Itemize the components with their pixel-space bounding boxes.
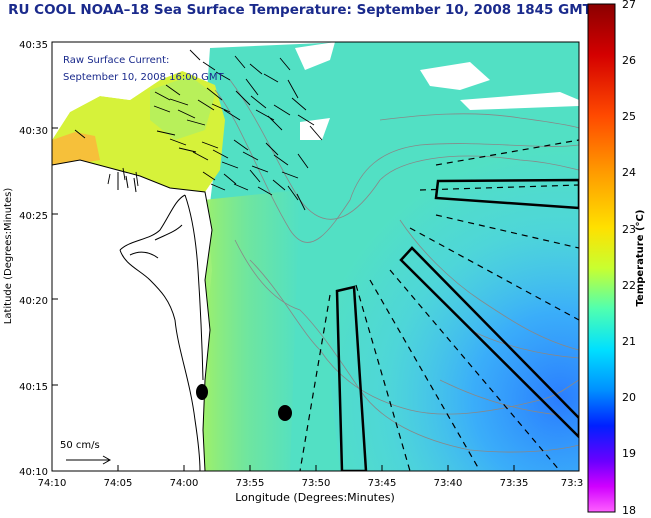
y-tick-label: 40:25 (19, 211, 48, 222)
colorbar-tick-label: 22 (622, 279, 636, 292)
map-plot-area (52, 42, 579, 471)
x-tick-label: 73:3 (561, 478, 583, 489)
y-tick-label: 40:20 (19, 296, 48, 307)
x-axis-label: Longitude (Degrees:Minutes) (235, 491, 395, 504)
y-tick-label: 40:15 (19, 382, 48, 393)
x-tick-labels: 74:10 74:05 74:00 73:55 73:50 73:45 73:4… (38, 478, 584, 489)
x-tick-label: 73:40 (434, 478, 463, 489)
y-tick-label: 40:35 (19, 40, 48, 51)
colorbar-tick-label: 20 (622, 391, 636, 404)
y-tick-labels: 40:35 40:30 40:25 40:20 40:15 40:10 (19, 40, 48, 478)
buoy-marker-1 (196, 384, 208, 400)
x-tick-label: 73:50 (302, 478, 331, 489)
y-tick-label: 40:30 (19, 126, 48, 137)
scale-label: 50 cm/s (60, 440, 100, 451)
x-tick-label: 74:10 (38, 478, 67, 489)
colorbar-tick-labels: 27 26 25 24 23 22 21 20 19 18 (622, 0, 636, 517)
land-mass (52, 159, 213, 471)
colorbar-tick-label: 27 (622, 0, 636, 11)
y-axis-label: Latitude (Degrees:Minutes) (3, 188, 14, 325)
axis-ticks (51, 41, 515, 471)
colorbar-label: Temperature (°C) (635, 210, 646, 307)
current-note-line2: September 10, 2008 16:00 GMT (63, 72, 225, 83)
colorbar-gradient (587, 3, 616, 513)
colorbar-tick-label: 25 (622, 110, 636, 123)
sampling-rays (299, 139, 579, 471)
map-title: RU COOL NOAA–18 Sea Surface Temperature:… (8, 2, 592, 18)
survey-boxes (335, 178, 579, 471)
colorbar-tick-label: 19 (622, 447, 636, 460)
coastline (117, 172, 204, 471)
colorbar-tick-label: 18 (622, 504, 636, 517)
x-tick-label: 74:05 (104, 478, 133, 489)
buoy-marker-2 (278, 405, 292, 421)
colorbar-tick-label: 24 (622, 166, 636, 179)
current-note-line1: Raw Surface Current: (63, 55, 169, 66)
colorbar-tick-label: 26 (622, 54, 636, 67)
y-tick-label: 40:10 (19, 467, 48, 478)
colorbar: 27 26 25 24 23 22 21 20 19 18 Temperatur… (587, 0, 646, 517)
scale-arrow (66, 455, 112, 465)
sst-field (52, 42, 579, 471)
colorbar-tick-label: 23 (622, 223, 636, 236)
current-vectors (74, 49, 323, 211)
x-tick-label: 73:45 (368, 478, 397, 489)
colorbar-tick-label: 21 (622, 335, 636, 348)
x-tick-label: 73:35 (500, 478, 529, 489)
x-tick-label: 74:00 (170, 478, 199, 489)
x-tick-label: 73:55 (236, 478, 265, 489)
